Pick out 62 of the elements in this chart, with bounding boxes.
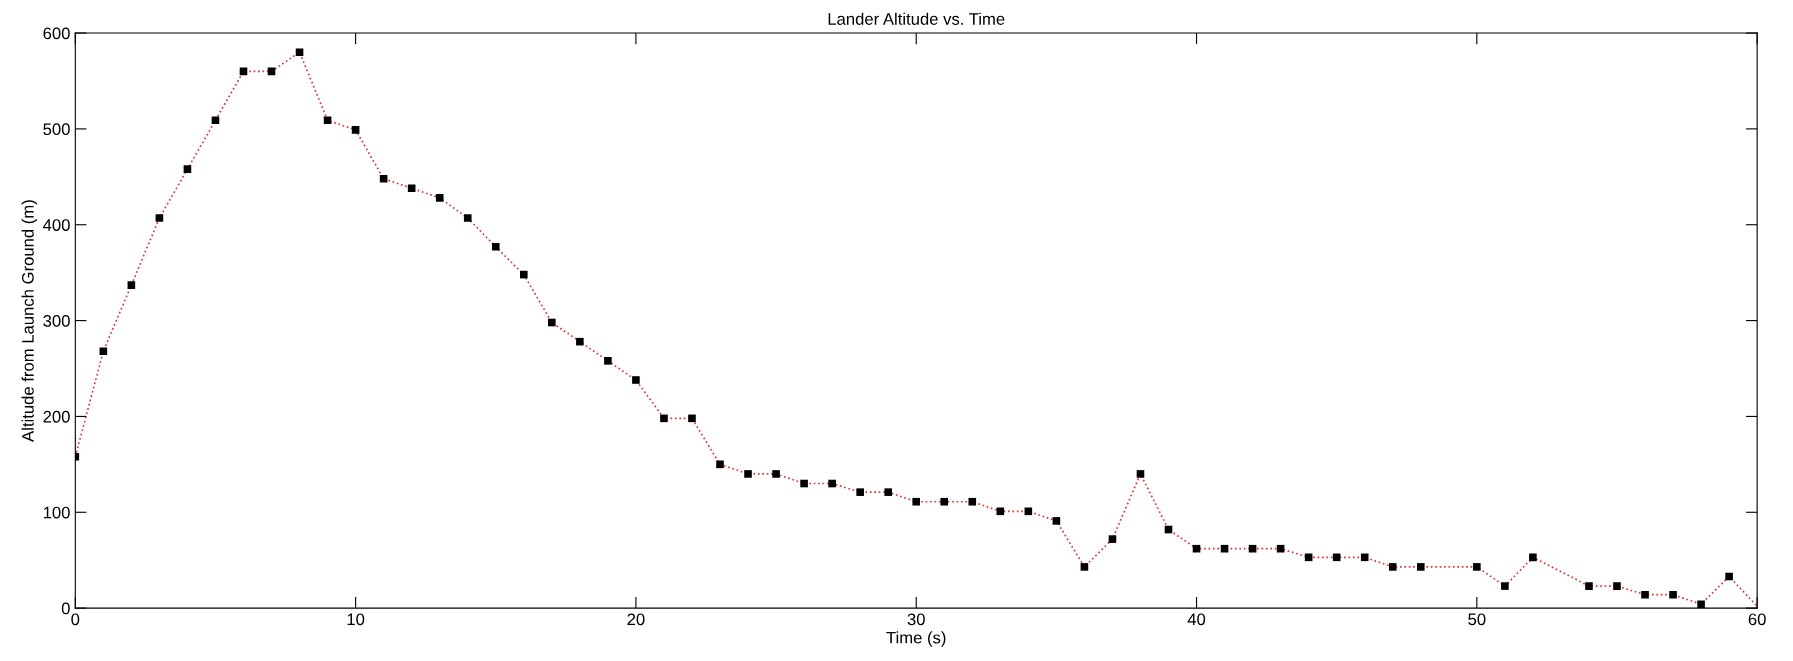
point	[1725, 572, 1733, 581]
x-tick-label: 30	[907, 613, 925, 626]
point	[1388, 563, 1397, 571]
point	[1697, 600, 1705, 609]
point	[127, 281, 136, 289]
y-tick-label: 0	[61, 602, 70, 615]
x-tick-label: 0	[71, 613, 80, 626]
point	[716, 460, 724, 469]
point	[688, 414, 696, 423]
x-axis-title: Time (s)	[886, 631, 946, 647]
point	[1108, 535, 1117, 543]
point	[772, 470, 780, 478]
y-axis-title: Altitude from Launch Ground (m)	[21, 200, 38, 442]
chart-title: Lander Altitude vs. Time	[828, 12, 1005, 25]
y-tick-label: 200	[43, 410, 70, 423]
point	[548, 318, 556, 327]
point	[744, 470, 752, 478]
point	[1501, 582, 1509, 590]
point	[856, 488, 864, 496]
point	[463, 214, 472, 222]
point	[1641, 590, 1649, 599]
point	[912, 497, 921, 506]
point	[660, 414, 668, 423]
point	[940, 497, 949, 506]
point	[211, 116, 220, 125]
point	[604, 357, 612, 365]
y-tick-label: 400	[43, 219, 70, 231]
point	[155, 214, 164, 222]
x-tick-label: 10	[347, 613, 365, 626]
point	[435, 194, 444, 202]
point	[800, 479, 808, 488]
point	[323, 116, 332, 125]
y-tick-label: 600	[43, 27, 70, 40]
point	[183, 165, 192, 173]
point	[632, 376, 640, 384]
point	[1052, 517, 1061, 525]
point	[491, 242, 500, 251]
point	[884, 488, 892, 496]
point	[1669, 590, 1677, 599]
point	[1585, 582, 1593, 590]
point	[1473, 563, 1481, 571]
y-tick-label: 300	[43, 314, 70, 327]
point	[379, 174, 388, 183]
point	[1136, 470, 1145, 478]
point	[1529, 553, 1537, 562]
point	[1416, 563, 1425, 571]
y-tick-label: 500	[43, 123, 70, 136]
point	[1613, 582, 1621, 590]
x-tick-label: 20	[627, 613, 645, 626]
y-tick-label: 100	[43, 506, 70, 519]
x-tick-label: 50	[1468, 613, 1486, 626]
x-tick-label: 40	[1187, 613, 1206, 626]
point	[828, 479, 836, 488]
point	[1080, 563, 1089, 571]
point	[99, 347, 108, 356]
point	[351, 126, 360, 134]
point	[968, 497, 977, 506]
point	[295, 48, 304, 57]
point	[1360, 553, 1369, 562]
x-tick-label: 60	[1748, 613, 1766, 626]
point	[576, 337, 584, 346]
point	[519, 270, 528, 279]
